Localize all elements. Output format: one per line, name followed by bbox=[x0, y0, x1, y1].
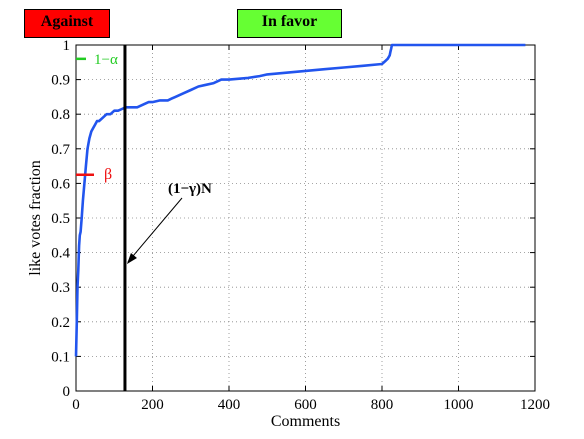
y-tick-label: 0.7 bbox=[51, 142, 70, 158]
y-tick-label: 0.4 bbox=[51, 246, 70, 262]
y-axis-label: like votes fraction bbox=[27, 160, 44, 276]
series-layer bbox=[74, 43, 526, 357]
y-tick-label: 0 bbox=[63, 384, 71, 400]
threshold-label: (1−γ)N bbox=[168, 181, 212, 197]
tick-layer: 0 200 400 600 800 1000 1200 0 0.1 0.2 0.3 0.4 0.5 0.6… bbox=[51, 38, 550, 413]
y-tick-label: 1 bbox=[63, 38, 71, 54]
x-tick-label: 400 bbox=[218, 397, 241, 413]
y-tick-label: 0.6 bbox=[51, 176, 70, 192]
y-tick-label: 0.2 bbox=[51, 315, 70, 331]
y-tick-label: 0.8 bbox=[51, 107, 70, 123]
threshold-arrow bbox=[127, 197, 183, 263]
grid-layer bbox=[76, 45, 535, 391]
in-favor-region-label: In favor bbox=[237, 9, 342, 38]
beta-label: β bbox=[104, 166, 112, 183]
y-tick-label: 0.3 bbox=[51, 280, 70, 296]
threshold-arrowhead bbox=[126, 253, 137, 264]
y-tick-label: 0.1 bbox=[51, 349, 70, 365]
x-axis-label: Comments bbox=[271, 413, 340, 430]
alpha-label: 1−α bbox=[94, 52, 118, 68]
x-tick-label: 800 bbox=[371, 397, 394, 413]
against-region-label: Against bbox=[24, 9, 110, 38]
y-tick-label: 0.9 bbox=[51, 73, 70, 89]
x-tick-label: 600 bbox=[294, 397, 317, 413]
x-tick-label: 200 bbox=[141, 397, 164, 413]
series-line bbox=[74, 43, 526, 357]
x-tick-label: 1000 bbox=[444, 397, 474, 413]
x-tick-label: 1200 bbox=[520, 397, 550, 413]
x-tick-label: 0 bbox=[72, 397, 80, 413]
annotation-layer: β 1−α (1−γ)N bbox=[76, 45, 212, 391]
y-tick-label: 0.5 bbox=[51, 211, 70, 227]
